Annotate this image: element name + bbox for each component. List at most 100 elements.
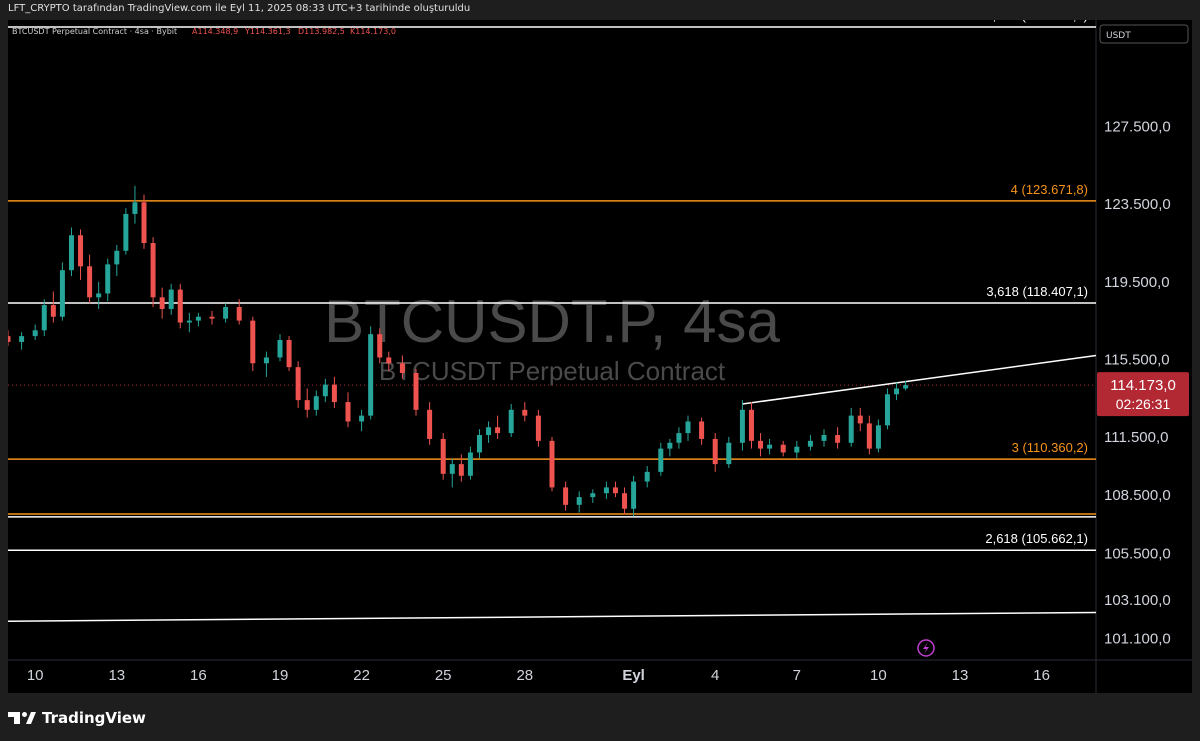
candle bbox=[458, 454, 464, 482]
candle bbox=[857, 407, 863, 432]
chart-area[interactable]: BTCUSDT.P, 4sa BTCUSDT Perpetual Contrac… bbox=[8, 20, 1192, 693]
candle-body bbox=[875, 425, 881, 449]
candle bbox=[96, 281, 102, 309]
candle-body bbox=[486, 427, 492, 436]
candle-body bbox=[168, 289, 174, 309]
watermark-symbol: BTCUSDT.P, 4sa bbox=[324, 288, 780, 355]
candle-body bbox=[467, 452, 473, 476]
candle-body bbox=[866, 423, 872, 449]
price-axis[interactable]: 101.100,0 103.100,0 105.500,0 108.500,0 111.… bbox=[1104, 119, 1171, 648]
candle-body bbox=[857, 415, 863, 424]
level-label: 3 (110.360,2) bbox=[1012, 440, 1088, 455]
level-label: 4 (123.671,8) bbox=[1011, 182, 1088, 197]
currency-selector[interactable]: USDT bbox=[1099, 24, 1189, 44]
bar-countdown: 02:26:31 bbox=[1116, 396, 1171, 412]
candle bbox=[449, 458, 455, 488]
candle-body bbox=[87, 266, 93, 298]
candle bbox=[658, 442, 664, 476]
candle bbox=[699, 417, 705, 445]
candle-body bbox=[150, 243, 156, 298]
time-tick-label: 25 bbox=[435, 667, 452, 684]
candle-body bbox=[236, 307, 242, 321]
symbol-legend[interactable]: BTCUSDT Perpetual Contract · 4sa · Bybit… bbox=[12, 27, 396, 36]
legend-low: D113.982,5 bbox=[298, 27, 345, 36]
price-tick-label: 123.500,0 bbox=[1104, 196, 1171, 213]
candle-body bbox=[8, 336, 11, 342]
candle bbox=[78, 229, 84, 280]
time-tick-label: 13 bbox=[952, 667, 969, 684]
candle bbox=[427, 402, 433, 445]
price-tick-label: 127.500,0 bbox=[1104, 119, 1171, 136]
candle-body bbox=[458, 464, 464, 476]
candlestick-chart[interactable]: BTCUSDT.P, 4sa BTCUSDT Perpetual Contrac… bbox=[8, 20, 1192, 693]
candle bbox=[767, 438, 773, 455]
candle bbox=[563, 481, 569, 511]
candle bbox=[685, 415, 691, 441]
candle bbox=[413, 369, 419, 416]
candle bbox=[32, 324, 38, 340]
candle-body bbox=[177, 289, 183, 323]
time-tick-label: 10 bbox=[870, 667, 887, 684]
candle bbox=[467, 446, 473, 480]
candle-body bbox=[105, 264, 111, 294]
candle-body bbox=[209, 316, 215, 319]
time-tick-label: 16 bbox=[190, 667, 207, 684]
trend-line bbox=[742, 354, 1097, 405]
candle-body bbox=[667, 442, 673, 449]
candle bbox=[304, 388, 310, 418]
level-label: 1,618 (132.637,2) bbox=[985, 20, 1088, 23]
candle bbox=[726, 436, 732, 468]
candle bbox=[386, 351, 392, 372]
candle-body bbox=[263, 357, 269, 364]
time-axis[interactable]: 10 13 16 19 22 25 28 Eyl 4 7 10 13 16 bbox=[27, 667, 1050, 684]
candle bbox=[331, 376, 337, 408]
candle bbox=[359, 409, 365, 432]
trend-line bbox=[8, 611, 1097, 622]
watermark-description: BTCUSDT Perpetual Contract bbox=[379, 356, 726, 386]
candle-body bbox=[449, 464, 455, 474]
candle-body bbox=[522, 409, 528, 416]
candle-body bbox=[413, 372, 419, 410]
candle bbox=[236, 299, 242, 325]
candle bbox=[758, 433, 764, 457]
level-label: 2,618 (105.662,1) bbox=[985, 531, 1088, 546]
candle bbox=[866, 415, 872, 455]
legend-close: K114.173,0 bbox=[350, 27, 396, 36]
candle-body bbox=[549, 440, 555, 488]
candle-body bbox=[114, 250, 120, 265]
candle-body bbox=[726, 442, 732, 465]
candle bbox=[676, 427, 682, 449]
candle bbox=[132, 185, 138, 224]
candle-body bbox=[68, 235, 74, 271]
candle bbox=[168, 283, 174, 315]
candle-body bbox=[159, 297, 165, 309]
price-tick-label: 101.100,0 bbox=[1104, 631, 1171, 648]
candle bbox=[884, 388, 890, 430]
candle bbox=[195, 312, 201, 327]
time-tick-label: 16 bbox=[1033, 667, 1050, 684]
candle bbox=[590, 489, 596, 503]
candle bbox=[277, 334, 283, 362]
candle bbox=[780, 440, 786, 457]
candle-body bbox=[132, 202, 138, 214]
candle bbox=[631, 475, 637, 517]
symbol-legend-label: BTCUSDT Perpetual Contract · 4sa · Bybit bbox=[12, 27, 177, 36]
candle-body bbox=[748, 409, 754, 441]
candle-body bbox=[295, 367, 301, 401]
footer-brand[interactable]: TradingView bbox=[8, 706, 146, 730]
candle bbox=[186, 312, 192, 333]
lightning-icon[interactable] bbox=[917, 639, 935, 657]
candle bbox=[50, 291, 56, 323]
candle-body bbox=[322, 384, 328, 397]
candle bbox=[209, 310, 215, 325]
candle bbox=[894, 382, 900, 401]
candle-body bbox=[576, 497, 582, 505]
candle-body bbox=[894, 388, 900, 395]
candle-body bbox=[359, 415, 365, 422]
candle-body bbox=[835, 435, 841, 443]
candle bbox=[263, 351, 269, 377]
trend-lines bbox=[8, 354, 1097, 622]
candle-body bbox=[223, 307, 229, 319]
candle bbox=[476, 429, 482, 459]
candle bbox=[712, 433, 718, 472]
